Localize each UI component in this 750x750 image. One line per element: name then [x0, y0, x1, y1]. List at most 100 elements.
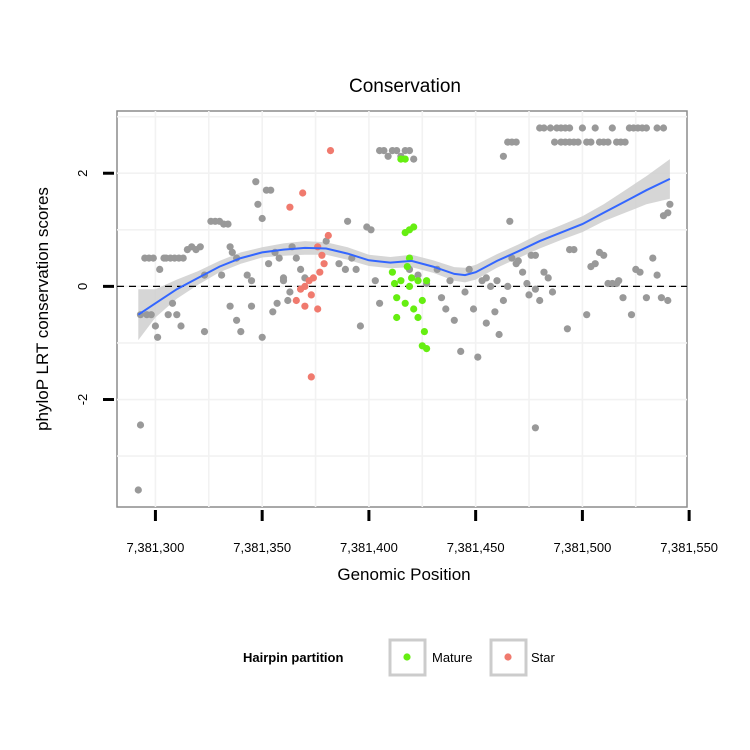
point-mature	[401, 299, 409, 307]
point-other	[487, 282, 495, 290]
point-other	[621, 138, 629, 146]
point-star	[292, 296, 300, 305]
point-other	[151, 322, 159, 330]
point-other	[269, 308, 277, 316]
point-other	[493, 277, 501, 285]
series-star	[286, 147, 335, 381]
point-mature	[420, 328, 428, 336]
point-star	[301, 302, 309, 310]
point-other	[247, 302, 256, 310]
point-mature	[418, 296, 426, 305]
point-other	[437, 294, 446, 302]
point-other	[173, 311, 181, 319]
point-other	[267, 186, 275, 194]
point-other	[168, 299, 177, 307]
point-other	[322, 237, 330, 245]
point-other	[563, 325, 572, 333]
point-star	[326, 147, 335, 155]
point-other	[642, 124, 651, 132]
point-other	[179, 254, 187, 262]
point-other	[284, 296, 292, 305]
x-tick-label: 7,381,500	[553, 540, 611, 555]
point-other	[134, 486, 142, 494]
point-mature	[401, 155, 409, 163]
point-other	[619, 294, 627, 302]
point-other	[608, 124, 616, 132]
point-other	[335, 260, 343, 268]
point-other	[514, 257, 522, 265]
point-other	[664, 296, 672, 305]
point-other	[583, 311, 591, 319]
point-other	[233, 316, 241, 324]
point-other	[525, 291, 533, 299]
point-other	[154, 333, 162, 341]
point-other	[636, 268, 644, 276]
point-other	[499, 152, 507, 160]
point-other	[508, 254, 516, 262]
point-other	[574, 138, 582, 146]
series-mature	[388, 155, 431, 353]
point-other	[512, 138, 520, 146]
x-axis: 7,381,300 7,381,350 7,381,400 7,381,450 7,38…	[127, 510, 718, 555]
point-mature	[393, 294, 401, 302]
x-axis-label: Genomic Position	[337, 565, 470, 584]
y-axis-label: phyloP LRT conservation scores	[33, 187, 52, 431]
point-other	[546, 124, 555, 132]
point-mature	[414, 313, 422, 322]
legend-dot-mature	[403, 653, 411, 661]
point-other	[164, 311, 172, 319]
point-mature	[403, 263, 411, 271]
point-other	[536, 296, 544, 305]
point-other	[591, 260, 599, 268]
point-other	[297, 265, 305, 273]
point-other	[474, 353, 482, 361]
point-other	[653, 124, 661, 132]
point-other	[548, 288, 557, 296]
x-tick-label: 7,381,450	[447, 540, 505, 555]
point-other	[482, 274, 490, 282]
legend-item-mature: Mature	[388, 638, 472, 677]
point-other	[410, 155, 418, 163]
point-other	[367, 226, 375, 234]
y-tick-label: -2	[75, 394, 90, 406]
point-other	[393, 147, 401, 155]
point-other	[258, 214, 266, 223]
point-other	[450, 316, 458, 324]
point-other	[226, 302, 234, 310]
point-star	[307, 291, 315, 299]
plot-panel	[116, 110, 688, 508]
point-other	[495, 330, 503, 339]
point-mature	[390, 279, 399, 288]
point-other	[200, 328, 209, 336]
point-other	[627, 311, 636, 319]
point-other	[149, 254, 157, 262]
point-other	[578, 124, 587, 132]
point-other	[258, 333, 266, 341]
point-star	[305, 277, 313, 285]
point-other	[265, 260, 273, 268]
point-other	[482, 319, 490, 327]
point-other	[531, 251, 540, 259]
point-other	[371, 277, 379, 285]
point-other	[615, 277, 623, 285]
point-other	[279, 274, 288, 282]
x-tick-label: 7,381,550	[660, 540, 718, 555]
point-other	[356, 322, 364, 330]
panel-background	[116, 110, 688, 508]
point-mature	[405, 254, 414, 262]
point-other	[491, 308, 499, 316]
point-mature	[393, 313, 401, 322]
point-other	[352, 265, 360, 273]
point-mature	[408, 274, 416, 282]
point-other	[292, 254, 300, 262]
point-other	[600, 251, 608, 259]
point-other	[344, 217, 352, 225]
point-mature	[388, 268, 396, 276]
legend-label-star: Star	[531, 650, 556, 665]
point-other	[506, 217, 514, 225]
point-other	[254, 200, 262, 208]
point-other	[243, 271, 251, 279]
legend-item-star: Star	[489, 638, 556, 677]
point-other	[551, 138, 559, 146]
y-tick-label: 0	[75, 283, 90, 290]
